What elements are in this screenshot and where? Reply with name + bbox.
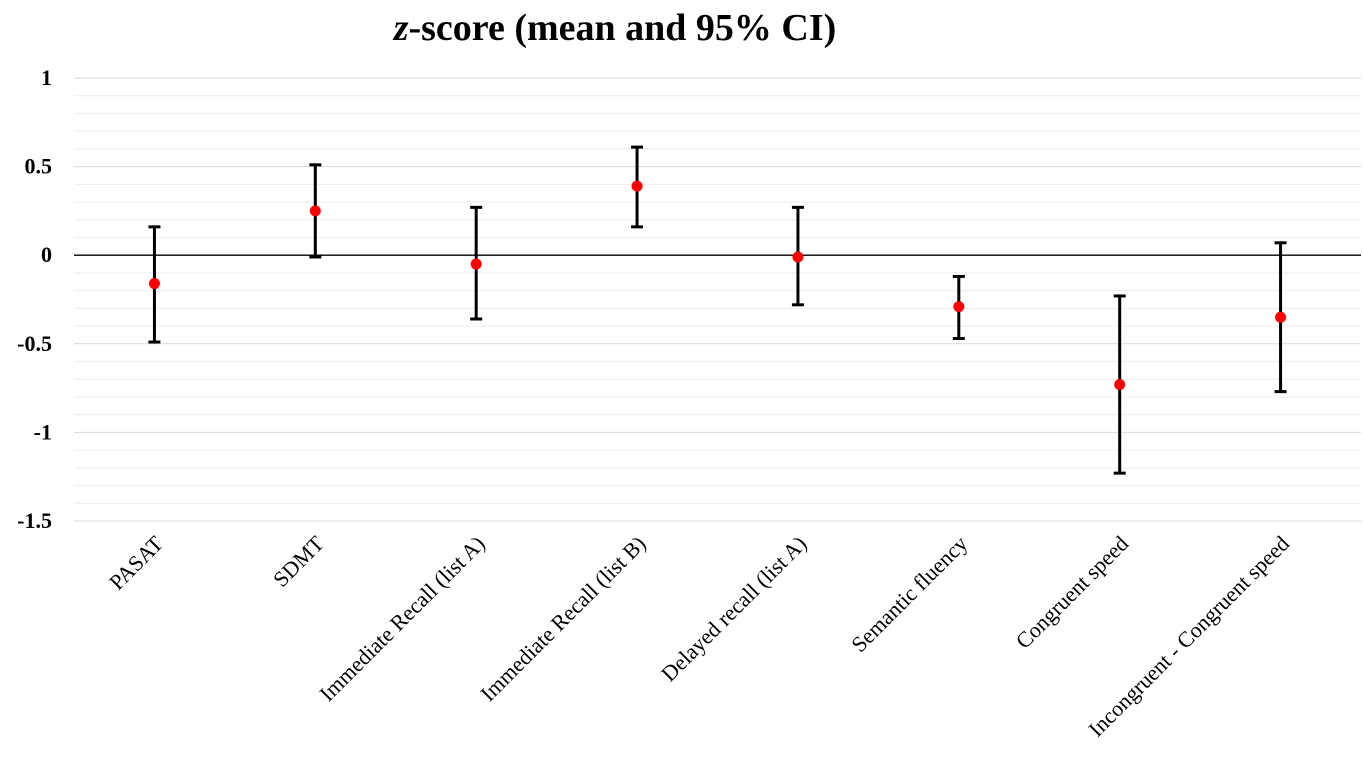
data-point [309,205,321,217]
data-point [792,251,804,263]
y-tick-label: 0 [41,242,52,267]
x-tick-label: Semantic fluency [846,531,972,657]
chart-title: z-score (mean and 95% CI) [0,6,1230,50]
data-point [470,258,482,270]
y-tick-label: 1 [41,65,52,90]
data-point [1114,379,1126,391]
y-tick-label: -1.5 [17,508,52,533]
x-tick-label: Immediate Recall (list B) [475,531,650,706]
data-point [148,278,160,290]
x-tick-label: Delayed recall (list A) [656,531,811,686]
x-tick-label: Immediate Recall (list A) [314,531,489,706]
x-tick-label: Congruent speed [1011,531,1134,654]
data-point [631,180,643,192]
x-tick-label: PASAT [104,530,168,594]
data-point [953,301,965,313]
data-point [1275,311,1287,323]
y-tick-label: -1 [34,419,52,444]
x-tick-label: SDMT [268,530,329,591]
y-tick-label: 0.5 [25,154,53,179]
chart-title-text: -score (mean and 95% CI) [408,7,837,49]
y-tick-label: -0.5 [17,331,52,356]
chart-title-italic: z [393,7,409,49]
